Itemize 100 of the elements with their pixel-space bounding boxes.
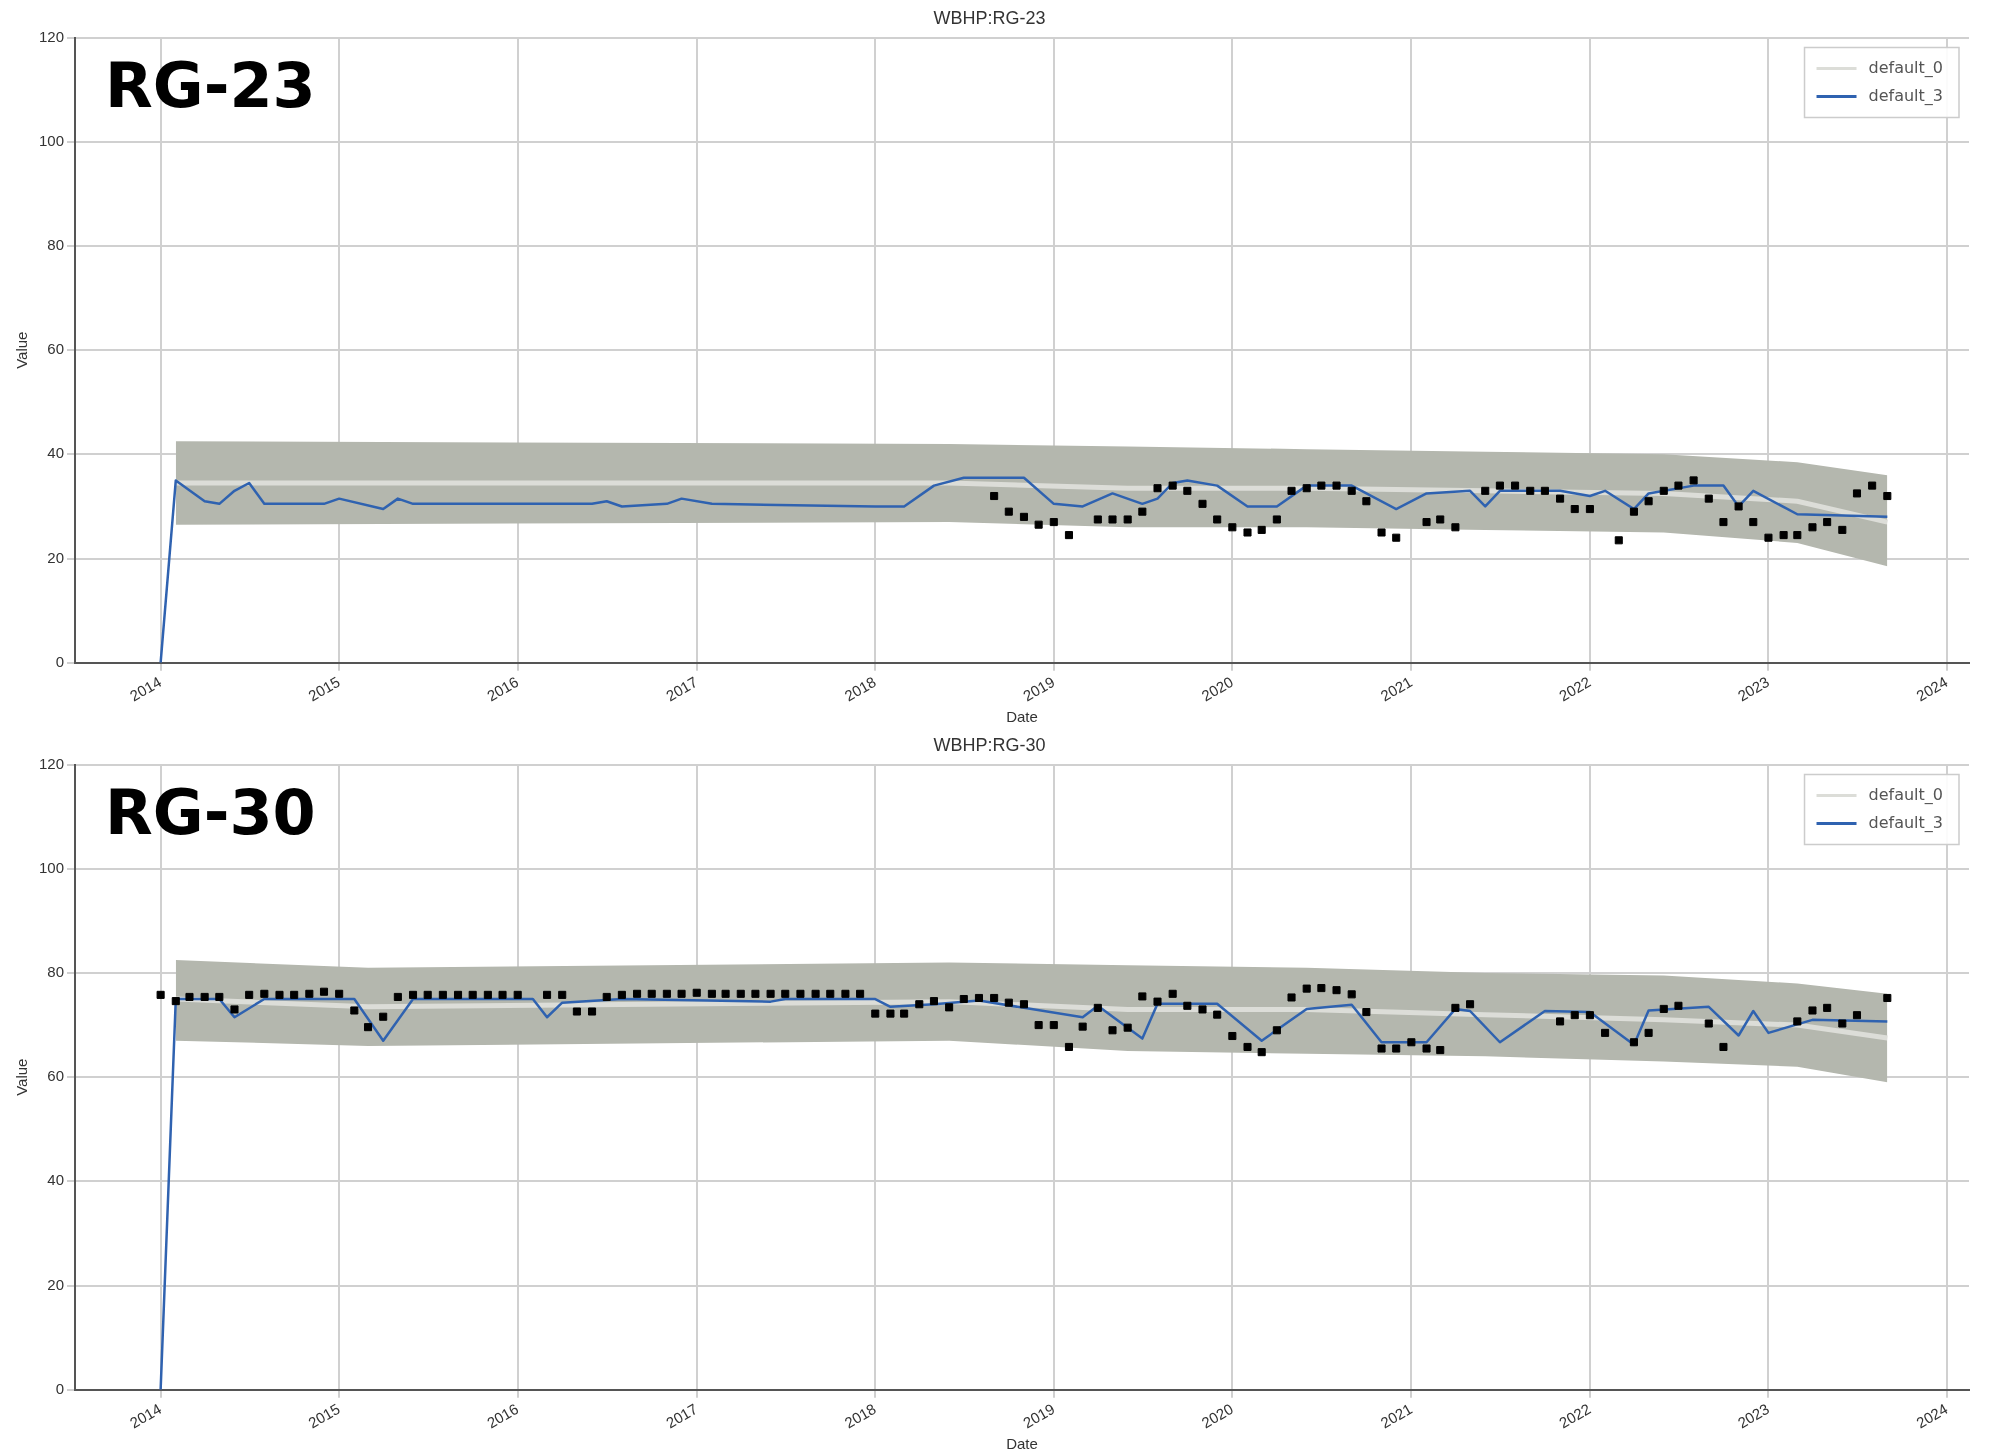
y-tick-label: 0 [55,1379,65,1397]
point [1317,481,1326,490]
point [1004,507,1013,516]
point [1644,497,1653,506]
point [1481,486,1490,495]
y-tick-label: 100 [39,131,65,149]
y-tick-label: 120 [39,754,65,772]
x-tick-label: 2021 [1377,672,1415,705]
x-tick-label: 2016 [483,672,522,705]
x-axis-title: Date [1006,1435,1038,1453]
point [1585,505,1594,514]
point [1228,523,1237,532]
point [1838,525,1847,534]
point [1138,507,1147,516]
x-tick-label: 2019 [1020,672,1058,705]
x-tick-label: 2024 [1913,1399,1951,1432]
x-tick-label: 2015 [305,1399,343,1432]
point [1823,518,1832,527]
point [1629,507,1638,516]
y-tick-label: 80 [47,236,65,254]
point [1511,481,1520,490]
annotation: RG-30 [105,775,316,849]
x-tick-label: 2023 [1734,1399,1773,1432]
point [1287,486,1296,495]
y-tick-label: 100 [39,858,65,876]
point [1064,531,1074,540]
y-axis-title: Value [13,1058,31,1096]
point [1392,533,1401,542]
x-tick-label: 2014 [126,672,165,705]
point [1749,518,1758,527]
point [1302,484,1311,493]
point [1198,499,1207,508]
y-tick-label: 80 [47,963,65,981]
legend-label: default_0 [1868,57,1944,78]
point [1808,523,1817,532]
x-tick-label: 2020 [1198,672,1236,705]
point [1614,536,1623,545]
point [1347,486,1356,495]
point [1377,528,1386,537]
legend-label: default_0 [1868,784,1944,805]
legend-label: default_3 [1868,812,1944,833]
point [1868,481,1877,490]
x-tick-label: 2018 [841,1399,879,1432]
point [1422,518,1431,527]
y-tick-label: 40 [47,1171,65,1189]
point [1213,515,1222,524]
x-tick-label: 2016 [483,1399,522,1432]
point [1123,515,1132,524]
point [1883,491,1892,501]
point [1243,528,1252,537]
chart-title: WBHP:RG-30 [933,734,1046,755]
point [1674,481,1683,490]
y-tick-label: 0 [55,652,65,670]
annotation: RG-23 [105,48,316,122]
point [1852,489,1862,498]
point [1108,515,1117,524]
y-tick-label: 20 [47,548,65,566]
point [1779,531,1788,540]
x-tick-label: 2020 [1198,1399,1236,1432]
y-tick-label: 20 [47,1275,65,1293]
y-axis-title: Value [13,331,31,369]
y-tick-label: 60 [47,340,65,358]
point [1168,481,1177,490]
x-axis-title: Date [1006,708,1038,726]
point [1734,502,1743,511]
point [1153,484,1162,493]
point [1764,533,1773,542]
y-tick-label: 40 [47,444,65,462]
x-tick-label: 2014 [126,1399,165,1432]
point [1556,494,1565,503]
y-tick-label: 60 [47,1067,65,1085]
x-tick-label: 2024 [1913,672,1951,705]
point [1257,525,1266,534]
point [1093,515,1102,524]
point [1570,505,1579,514]
x-tick-label: 2023 [1734,672,1773,705]
point [1659,486,1668,495]
point [1704,494,1713,503]
point [1034,520,1043,529]
point [1719,518,1728,527]
point [1540,486,1549,495]
point [1332,481,1341,490]
point [1362,497,1371,506]
point [1272,515,1281,524]
chart-title: WBHP:RG-23 [933,7,1046,28]
point [1451,523,1460,532]
x-tick-label: 2019 [1020,1399,1058,1432]
point [1689,476,1698,485]
point [1793,531,1802,540]
x-tick-label: 2022 [1556,1399,1594,1432]
point [1183,486,1192,495]
x-tick-label: 2021 [1377,1399,1415,1432]
x-tick-label: 2018 [841,672,879,705]
legend-label: default_3 [1868,85,1944,106]
y-tick-label: 120 [39,27,65,45]
point [990,491,999,501]
x-tick-label: 2022 [1556,672,1594,705]
point [1495,481,1504,490]
point [1436,515,1445,524]
point [1526,486,1535,495]
